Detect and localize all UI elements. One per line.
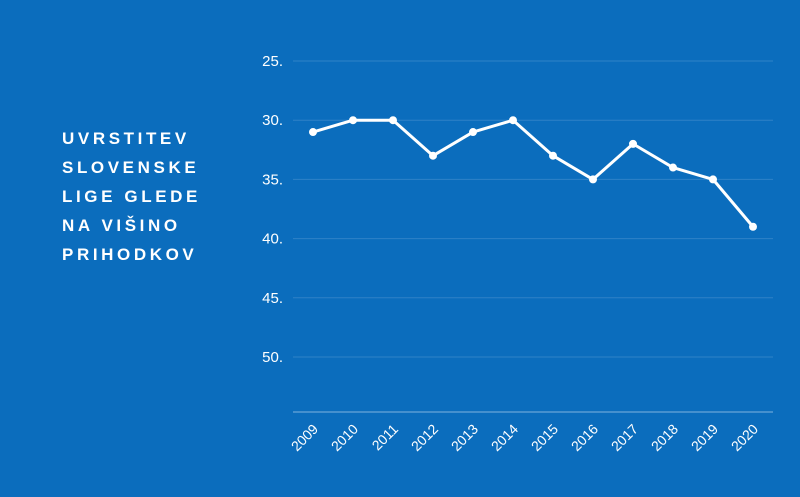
data-point: [709, 175, 717, 184]
data-point: [309, 128, 317, 137]
y-tick-label: 35.: [262, 171, 283, 188]
y-tick-label: 50.: [262, 349, 283, 366]
x-tick-label: 2019: [688, 421, 721, 454]
y-tick-label: 25.: [262, 53, 283, 70]
data-point: [749, 222, 757, 231]
y-tick-label: 40.: [262, 231, 283, 248]
x-tick-label: 2012: [408, 421, 441, 454]
data-point: [469, 128, 477, 137]
data-point: [349, 116, 357, 125]
data-point: [429, 151, 437, 160]
data-point: [629, 139, 637, 148]
x-tick-label: 2016: [568, 421, 601, 454]
x-tick-label: 2013: [448, 421, 481, 454]
data-point: [589, 175, 597, 184]
x-tick-label: 2010: [328, 421, 361, 454]
x-tick-label: 2009: [288, 421, 321, 454]
chart-title: UVRSTITEV SLOVENSKE LIGE GLEDE NA VIŠINO…: [62, 129, 201, 264]
data-point: [549, 151, 557, 160]
data-point: [509, 116, 517, 125]
x-tick-label: 2018: [648, 421, 681, 454]
data-point: [389, 116, 397, 125]
x-tick-label: 2014: [488, 421, 521, 454]
x-tick-label: 2020: [728, 421, 761, 454]
y-tick-label: 30.: [262, 112, 283, 129]
x-tick-label: 2011: [369, 421, 402, 454]
series-line: [311, 118, 755, 229]
data-point: [669, 163, 677, 172]
y-tick-label: 45.: [262, 290, 283, 307]
x-tick-label: 2017: [608, 421, 641, 454]
x-tick-label: 2015: [528, 421, 561, 454]
